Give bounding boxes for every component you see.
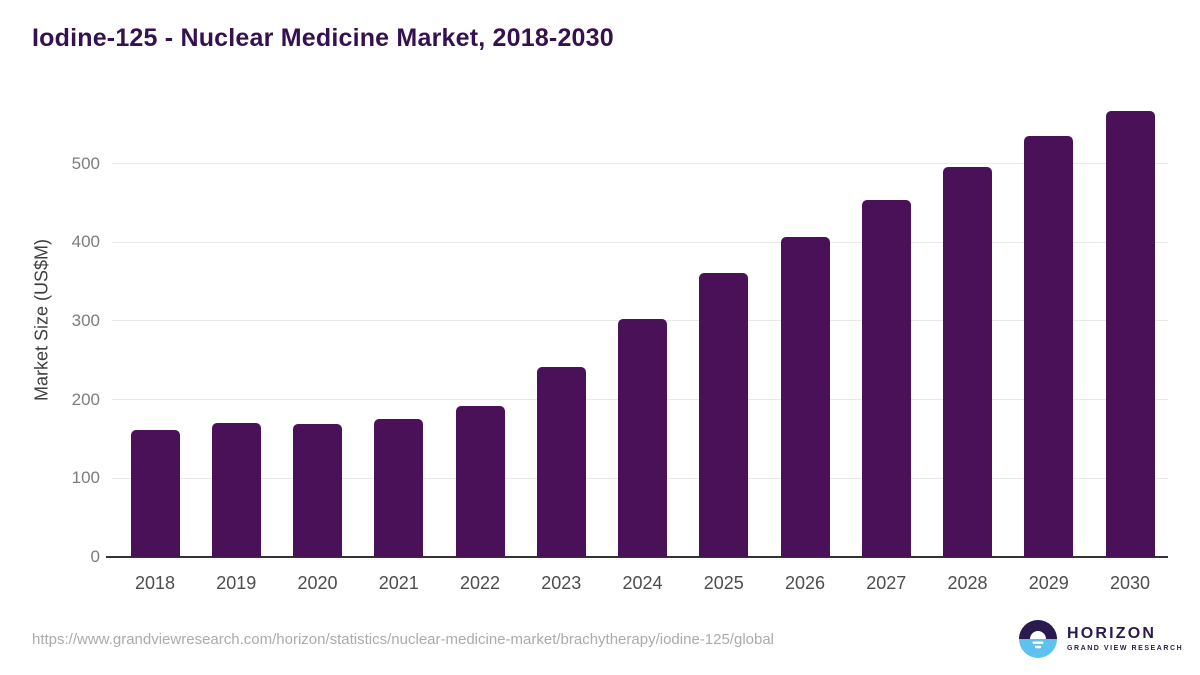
bar-2020 bbox=[293, 423, 342, 557]
logo-subtitle: GRAND VIEW RESEARCH bbox=[1067, 645, 1184, 652]
y-tick-label-100: 100 bbox=[71, 468, 100, 488]
y-tick-label-0: 0 bbox=[90, 547, 100, 566]
gridline-400 bbox=[112, 241, 1168, 243]
logo-name: HORIZON bbox=[1067, 625, 1157, 642]
horizon-logo: HORIZON GRAND VIEW RESEARCH bbox=[1019, 620, 1183, 658]
chart-title: Iodine-125 - Nuclear Medicine Market, 20… bbox=[32, 24, 614, 52]
bar-2027 bbox=[861, 200, 911, 557]
x-tick-label-2020: 2020 bbox=[297, 573, 338, 593]
x-tick-label-2019: 2019 bbox=[216, 573, 257, 593]
horizon-sun-icon bbox=[1019, 620, 1057, 658]
bar-2029 bbox=[1024, 135, 1074, 557]
bar-2018 bbox=[130, 430, 180, 557]
x-tick-label-2018: 2018 bbox=[134, 573, 176, 593]
x-tick-label-2022: 2022 bbox=[459, 573, 501, 593]
bar-2023 bbox=[536, 366, 586, 557]
y-tick-label-300: 300 bbox=[71, 310, 100, 330]
gridline-500 bbox=[112, 163, 1168, 164]
bar-2030 bbox=[1105, 110, 1155, 557]
x-tick-label-2027: 2027 bbox=[866, 573, 907, 593]
bar-2022 bbox=[455, 405, 505, 557]
x-tick-label-2024: 2024 bbox=[622, 573, 663, 593]
bar-2028 bbox=[943, 167, 992, 557]
x-tick-label-2030: 2030 bbox=[1109, 573, 1151, 593]
bar-2026 bbox=[780, 236, 830, 557]
bar-2019 bbox=[211, 423, 261, 557]
x-tick-label-2021: 2021 bbox=[378, 573, 419, 593]
x-tick-label-2025: 2025 bbox=[703, 573, 744, 593]
y-tick-label-400: 400 bbox=[71, 232, 100, 252]
x-tick-label-2028: 2028 bbox=[947, 573, 988, 593]
x-tick-label-2023: 2023 bbox=[541, 573, 582, 593]
source-url: https://www.grandviewresearch.com/horizo… bbox=[32, 631, 775, 648]
x-tick-label-2029: 2029 bbox=[1028, 573, 1069, 593]
bar-2024 bbox=[618, 318, 667, 557]
logo-text: HORIZON GRAND VIEW RESEARCH bbox=[1067, 625, 1183, 653]
x-axis-line bbox=[106, 556, 1168, 558]
y-tick-label-500: 500 bbox=[71, 153, 100, 173]
y-tick-label-200: 200 bbox=[71, 389, 100, 409]
bar-2021 bbox=[374, 419, 424, 557]
x-tick-label-2026: 2026 bbox=[784, 573, 826, 593]
bar-2025 bbox=[699, 272, 749, 557]
